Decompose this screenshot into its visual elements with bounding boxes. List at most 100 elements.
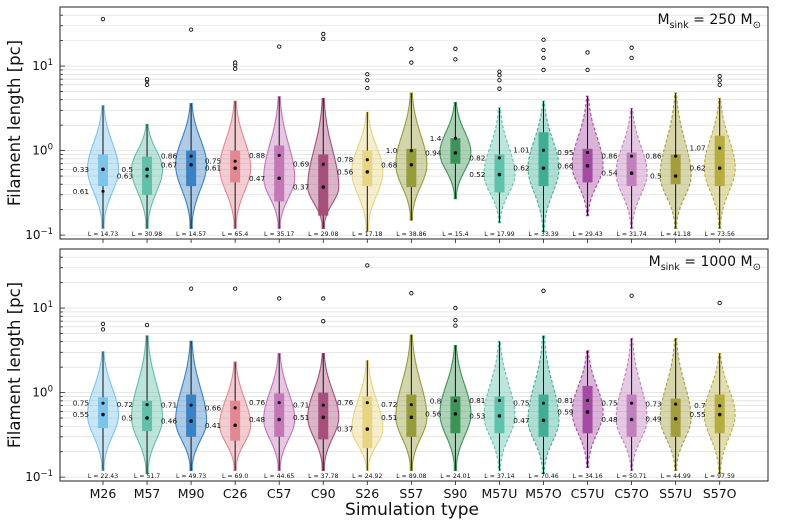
x-tick-label-M26: M26 bbox=[90, 486, 117, 501]
x-tick-label-M57U: M57U bbox=[482, 486, 518, 501]
median-dot-M26 bbox=[101, 412, 105, 417]
mean-label-S57O: 0.7 bbox=[694, 401, 706, 410]
iqr-box-C26 bbox=[230, 400, 241, 441]
median-label-S57: 0.68 bbox=[381, 160, 398, 169]
outlier-C57U bbox=[585, 50, 590, 55]
mean-label-S57: 0.72 bbox=[381, 400, 397, 409]
y-tick-label: 100 bbox=[32, 143, 53, 158]
iqr-box-M90 bbox=[186, 394, 197, 437]
outlier-C57 bbox=[277, 296, 282, 301]
iqr-box-C57O bbox=[626, 152, 637, 187]
outlier-C26 bbox=[232, 60, 238, 65]
median-dot-C90 bbox=[321, 185, 326, 189]
mean-dot-M57O bbox=[541, 148, 546, 152]
mean-dot-M57 bbox=[145, 174, 149, 178]
L-label-C90: L ≈ 37.78 bbox=[308, 473, 338, 480]
mean-dot-M90 bbox=[189, 403, 193, 407]
median-dot-M57O bbox=[541, 166, 546, 170]
y-tick-label: 10−1 bbox=[25, 469, 53, 484]
mass-annotation: Msink = 250 M⊙ bbox=[658, 12, 762, 31]
mean-dot-C90 bbox=[321, 162, 325, 166]
median-dot-S57 bbox=[409, 415, 414, 420]
mean-label-M57O: 1.01 bbox=[513, 146, 529, 155]
mean-label-C90: 0.69 bbox=[293, 160, 310, 169]
L-label-M26: L ≈ 14.73 bbox=[88, 231, 118, 238]
L-label-S57: L ≈ 89.08 bbox=[396, 473, 426, 480]
median-label-C57O: 0.54 bbox=[601, 169, 618, 178]
outlier-S57 bbox=[409, 60, 414, 65]
median-label-C57U: 0.59 bbox=[557, 407, 574, 416]
outlier-C90 bbox=[321, 36, 326, 41]
outlier-C90 bbox=[321, 319, 326, 324]
mass-annotation: Msink = 1000 M⊙ bbox=[649, 254, 761, 273]
median-dot-S57 bbox=[409, 162, 414, 167]
mean-label-M26: 0.61 bbox=[73, 187, 89, 196]
outlier-M57 bbox=[144, 77, 150, 82]
iqr-box-C57 bbox=[274, 145, 285, 202]
mean-dot-M57U bbox=[497, 156, 502, 160]
median-dot-S57U bbox=[673, 416, 678, 421]
x-tick-label-S57O: S57O bbox=[703, 486, 737, 501]
mean-label-S57U: 0.73 bbox=[645, 400, 662, 409]
median-dot-S90 bbox=[453, 151, 458, 155]
mean-label-M57O: 0.75 bbox=[513, 399, 529, 408]
mean-dot-C90 bbox=[321, 403, 325, 407]
x-tick-label-M90: M90 bbox=[178, 486, 205, 501]
median-label-M57O: 0.47 bbox=[513, 416, 530, 425]
mean-dot-C57 bbox=[277, 153, 281, 157]
iqr-box-C57 bbox=[274, 393, 285, 437]
median-label-S90: 0.56 bbox=[425, 409, 442, 418]
outlier-M57O bbox=[541, 67, 546, 73]
outlier-C90 bbox=[321, 31, 326, 37]
outlier-S90 bbox=[453, 305, 458, 311]
outlier-S57O bbox=[717, 82, 722, 87]
outlier-C57O bbox=[629, 45, 634, 50]
outlier-S26 bbox=[365, 78, 370, 83]
mean-dot-C57O bbox=[630, 401, 634, 405]
outlier-M57 bbox=[144, 322, 150, 328]
median-label-M26: 0.55 bbox=[73, 410, 89, 419]
mean-dot-C57U bbox=[585, 398, 590, 402]
L-label-C26: L ≈ 69.0 bbox=[222, 473, 248, 480]
iqr-box-M26 bbox=[98, 397, 108, 429]
x-tick-label-C57O: C57O bbox=[614, 486, 649, 501]
mean-dot-M26 bbox=[101, 401, 105, 405]
mean-label-C26: 0.75 bbox=[205, 157, 221, 166]
outlier-M26 bbox=[100, 321, 106, 327]
L-label-M57: L ≈ 51.7 bbox=[134, 473, 160, 480]
mean-dot-M57O bbox=[541, 401, 546, 405]
y-axis-label: Filament length [pc] bbox=[5, 282, 24, 448]
outlier-S90 bbox=[453, 317, 458, 323]
median-dot-M57O bbox=[541, 418, 546, 423]
outlier-M26 bbox=[100, 327, 106, 332]
median-label-C26: 0.41 bbox=[205, 421, 221, 430]
x-tick-label-C57: C57 bbox=[267, 486, 292, 501]
mean-label-M90: 0.71 bbox=[161, 401, 177, 410]
median-dot-M57U bbox=[497, 172, 502, 177]
L-label-M57O: L ≈ 33.39 bbox=[528, 231, 558, 238]
mean-dot-M57U bbox=[497, 398, 502, 402]
L-label-M90: L ≈ 49.73 bbox=[176, 473, 206, 480]
median-label-M57: 0.5 bbox=[121, 165, 133, 174]
median-dot-M57 bbox=[145, 416, 149, 420]
median-label-S26: 0.56 bbox=[337, 167, 354, 176]
mean-label-C57O: 0.75 bbox=[601, 399, 617, 408]
median-dot-C57U bbox=[585, 164, 590, 168]
iqr-box-C90 bbox=[318, 154, 329, 216]
L-label-C57U: L ≈ 29.43 bbox=[572, 231, 602, 238]
iqr-box-S57 bbox=[406, 148, 417, 188]
x-tick-label-S26: S26 bbox=[355, 486, 379, 501]
L-label-M57U: L ≈ 17.99 bbox=[484, 231, 514, 238]
mean-label-M90: 0.86 bbox=[161, 152, 178, 161]
median-dot-M90 bbox=[189, 162, 193, 167]
L-label-S90: L ≈ 15.4 bbox=[442, 231, 468, 238]
outlier-S90 bbox=[453, 46, 458, 51]
mean-dot-S26 bbox=[365, 401, 369, 405]
mean-label-S26: 0.76 bbox=[337, 398, 354, 407]
median-label-M57U: 0.52 bbox=[469, 170, 485, 179]
median-label-C57: 0.48 bbox=[249, 415, 266, 424]
mean-label-S90: 1.4 bbox=[430, 134, 442, 143]
median-label-C57: 0.47 bbox=[249, 174, 266, 183]
mean-label-M57U: 0.82 bbox=[469, 153, 485, 162]
